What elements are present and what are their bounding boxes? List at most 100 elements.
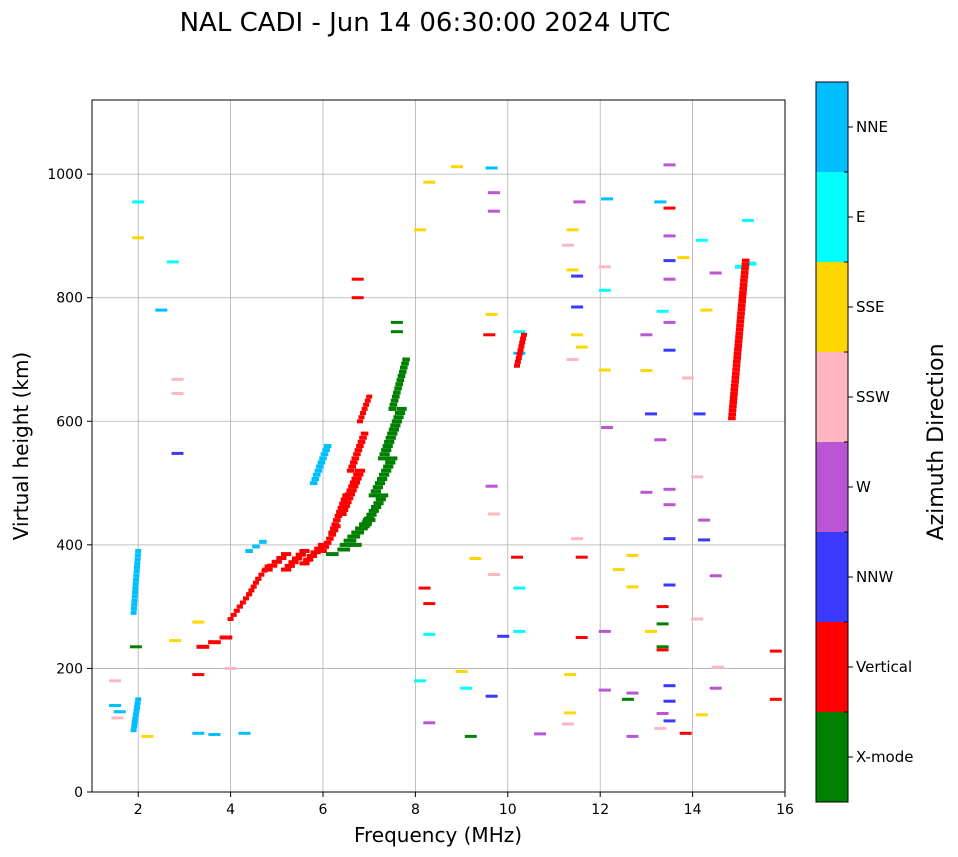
data-mark [258, 572, 265, 577]
data-mark [339, 504, 350, 509]
grid [92, 100, 785, 792]
data-point [601, 197, 614, 201]
data-point [612, 568, 625, 572]
data-mark [346, 468, 355, 473]
data-mark [729, 400, 738, 404]
data-point [455, 670, 468, 673]
data-mark [390, 398, 399, 403]
data-point [460, 686, 473, 690]
data-mark [371, 505, 382, 509]
data-mark [281, 567, 292, 572]
data-mark [728, 412, 736, 417]
data-mark [392, 394, 400, 399]
data-mark [374, 481, 386, 486]
data-point [390, 320, 403, 324]
data-point [700, 308, 713, 312]
data-mark [230, 612, 237, 617]
data-point [566, 268, 579, 272]
data-mark [323, 540, 332, 545]
data-point [566, 358, 579, 361]
data-mark [243, 596, 249, 601]
data-mark [729, 396, 738, 400]
data-mark [353, 472, 364, 477]
data-mark [516, 352, 523, 357]
colorbar-label: X-mode [856, 748, 913, 766]
data-point [564, 711, 577, 715]
data-point [575, 345, 588, 349]
data-mark [383, 464, 394, 469]
data-mark [330, 526, 338, 531]
data-mark [320, 452, 329, 457]
data-mark [734, 339, 743, 344]
data-point [423, 721, 436, 725]
data-mark [347, 534, 361, 539]
data-mark [133, 573, 140, 578]
colorbar-swatch [816, 442, 848, 532]
data-mark [739, 291, 747, 295]
data-point [129, 645, 142, 649]
data-mark [246, 592, 253, 597]
data-point [656, 622, 669, 626]
data-mark [515, 356, 522, 360]
data-mark [741, 266, 749, 271]
data-point [695, 713, 708, 717]
data-point [571, 333, 584, 337]
data-point [513, 586, 526, 590]
data-point [224, 666, 237, 670]
data-mark [393, 415, 404, 420]
colorbar-label: SSW [856, 388, 890, 406]
data-point [598, 688, 611, 692]
data-mark [738, 295, 747, 299]
data-mark [359, 524, 370, 529]
data-point [663, 259, 676, 263]
data-point [663, 320, 676, 324]
data-mark [731, 379, 739, 384]
data-mark [323, 444, 332, 448]
data-mark [730, 392, 738, 396]
data-mark [132, 712, 139, 717]
data-point [663, 277, 676, 281]
data-point [390, 330, 403, 334]
data-mark [736, 323, 744, 328]
data-point [487, 209, 500, 213]
data-mark [377, 477, 388, 481]
data-marks [109, 163, 782, 738]
series-sse [132, 165, 713, 738]
data-point [132, 200, 145, 204]
data-mark [348, 484, 359, 489]
data-mark [385, 460, 396, 465]
data-mark [732, 367, 740, 372]
data-mark [514, 363, 520, 368]
data-mark [346, 488, 357, 493]
data-mark [728, 416, 736, 421]
data-point [698, 538, 711, 542]
data-mark [351, 476, 362, 481]
data-mark [514, 359, 521, 364]
data-point [769, 697, 782, 701]
data-point [451, 165, 463, 169]
data-mark [364, 516, 375, 521]
data-mark [344, 492, 355, 497]
colorbar-swatch [816, 82, 848, 172]
data-point [663, 719, 676, 723]
data-point [561, 722, 574, 726]
data-mark [295, 552, 306, 557]
data-mark [303, 557, 314, 562]
data-mark [351, 456, 360, 461]
data-point [679, 731, 692, 735]
colorbar-label: Vertical [856, 658, 912, 676]
data-mark [276, 556, 287, 560]
data-mark [336, 512, 347, 516]
data-point [351, 277, 364, 281]
data-mark [394, 411, 406, 415]
data-point [663, 206, 676, 210]
data-mark [735, 264, 743, 269]
series-e [132, 200, 757, 690]
data-point [171, 377, 184, 381]
data-mark [360, 411, 366, 415]
data-mark [738, 299, 746, 303]
data-mark [319, 549, 327, 553]
data-point [113, 710, 126, 714]
data-mark [740, 270, 749, 275]
data-point [132, 236, 145, 240]
